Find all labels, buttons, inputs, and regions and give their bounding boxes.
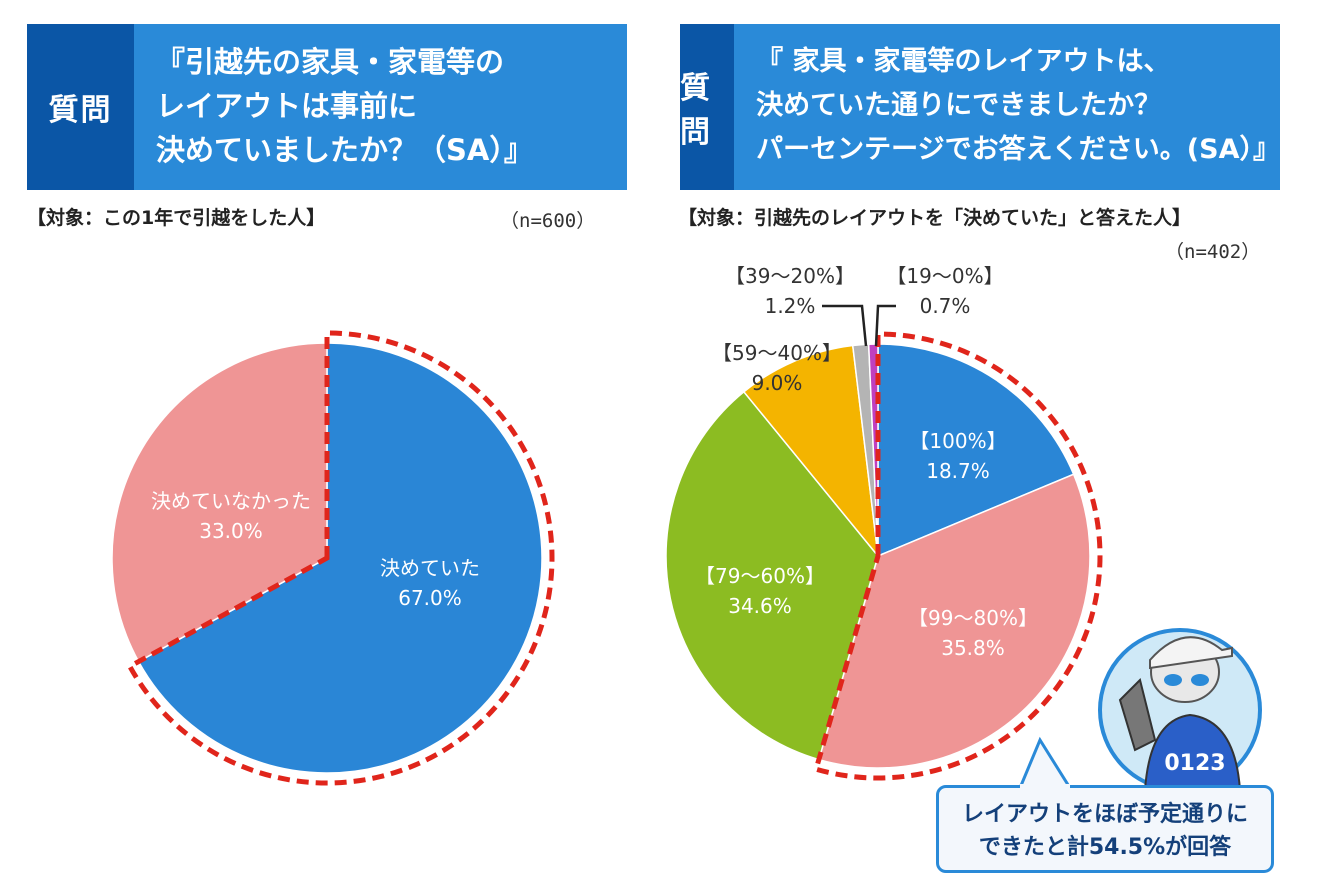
- question-line: 決めていた通りにできましたか？: [756, 90, 1162, 121]
- slice-value-label: 18.7%: [926, 459, 990, 483]
- mascot-badge: 0123: [1164, 751, 1225, 776]
- pie-slice: [817, 473, 1091, 769]
- question-line: パーセンテージでお答えください。(SA）』: [756, 134, 1280, 165]
- pie-slice: [665, 390, 879, 761]
- pie-slice: [137, 342, 543, 774]
- highlight-dashed-outline: [126, 330, 555, 786]
- sample-size-2: （n=402）: [1165, 241, 1261, 263]
- callout-line: レイアウトをほぼ予定通りに: [961, 802, 1248, 827]
- question-box-2: 質問 『 家具・家電等のレイアウトは、 決めていた通りにできましたか？ パーセン…: [680, 24, 1280, 190]
- target-note-1: 【対象：この1年で引越をした人】: [27, 207, 326, 229]
- sample-size-1: （n=600）: [500, 210, 596, 232]
- slice-value-label: 33.0%: [199, 519, 263, 543]
- slice-category-label: 決めていなかった: [151, 489, 311, 513]
- pie-slice: [742, 344, 880, 559]
- pie-chart-2: 【100%】 18.7% 【99～80%】 35.8% 【79～60%】 34.6% 【59…: [665, 264, 1103, 781]
- slice-value-label: 67.0%: [398, 586, 462, 610]
- callout-line: できたと計54.5%が回答: [978, 835, 1232, 860]
- leader-line: [822, 304, 868, 347]
- mascot-illustration: 0123: [1098, 628, 1262, 792]
- highlight-dashed-outline: [812, 331, 1103, 781]
- question-line: 『 家具・家電等のレイアウトは、: [756, 46, 1171, 77]
- question-label: 質問: [680, 24, 735, 190]
- slice-category-label: 【39～20%】: [725, 264, 855, 288]
- pie-slice: [111, 342, 328, 663]
- slice-category-label: 【79～60%】: [695, 564, 825, 588]
- question-line: 決めていましたか？（SA）』: [156, 133, 533, 167]
- slice-value-label: 35.8%: [941, 636, 1005, 660]
- slice-value-label: 34.6%: [728, 594, 792, 618]
- question-box-1: 質問 『引越先の家具・家電等の レイアウトは事前に 決めていましたか？（SA）』: [27, 24, 627, 190]
- slice-category-label: 【99～80%】: [908, 606, 1038, 630]
- callout-tail: [1017, 736, 1073, 790]
- slice-value-label: 1.2%: [765, 294, 816, 318]
- target-note-2: 【対象：引越先のレイアウトを「決めていた」と答えた人】: [678, 207, 1192, 229]
- slice-category-label: 【19～0%】: [886, 264, 1003, 288]
- callout-box: レイアウトをほぼ予定通りに できたと計54.5%が回答: [936, 785, 1274, 873]
- leader-line: [874, 304, 896, 347]
- question-text: 『引越先の家具・家電等の レイアウトは事前に 決めていましたか？（SA）』: [134, 24, 627, 190]
- question-line: 『引越先の家具・家電等の: [156, 45, 505, 79]
- slice-value-label: 9.0%: [752, 371, 803, 395]
- slice-value-label: 0.7%: [920, 294, 971, 318]
- pie-chart-1: 決めていた 67.0% 決めていなかった 33.0%: [111, 330, 555, 786]
- slice-category-label: 【59～40%】: [712, 341, 842, 365]
- slice-category-label: 【100%】: [909, 429, 1006, 453]
- slice-category-label: 決めていた: [380, 556, 480, 580]
- question-line: レイアウトは事前に: [156, 89, 418, 123]
- question-text: 『 家具・家電等のレイアウトは、 決めていた通りにできましたか？ パーセンテージ…: [734, 24, 1280, 190]
- callout-tail-cover: [1020, 784, 1070, 789]
- question-label: 質問: [27, 24, 134, 190]
- pie-slice: [877, 343, 1075, 558]
